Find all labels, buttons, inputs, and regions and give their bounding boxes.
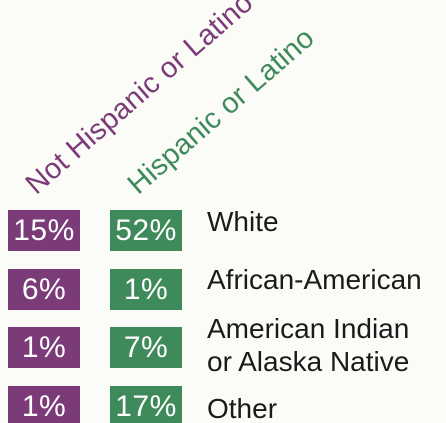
value-cell-not-hispanic: 1%	[8, 386, 80, 423]
row-label: African-American	[207, 264, 422, 295]
row-label: American Indian or Alaska Native	[207, 313, 410, 377]
value-cell-hispanic: 7%	[110, 327, 182, 368]
row-label: Other	[207, 393, 278, 423]
row-label: White	[207, 206, 279, 237]
value-cell-hispanic: 17%	[110, 386, 182, 423]
value-cell-not-hispanic: 1%	[8, 327, 80, 368]
value-cell-hispanic: 52%	[110, 210, 182, 251]
value-cell-not-hispanic: 6%	[8, 269, 80, 310]
value-cell-hispanic: 1%	[110, 269, 182, 310]
value-cell-not-hispanic: 15%	[8, 210, 80, 251]
column-header-hispanic: Hispanic or Latino	[121, 21, 321, 201]
